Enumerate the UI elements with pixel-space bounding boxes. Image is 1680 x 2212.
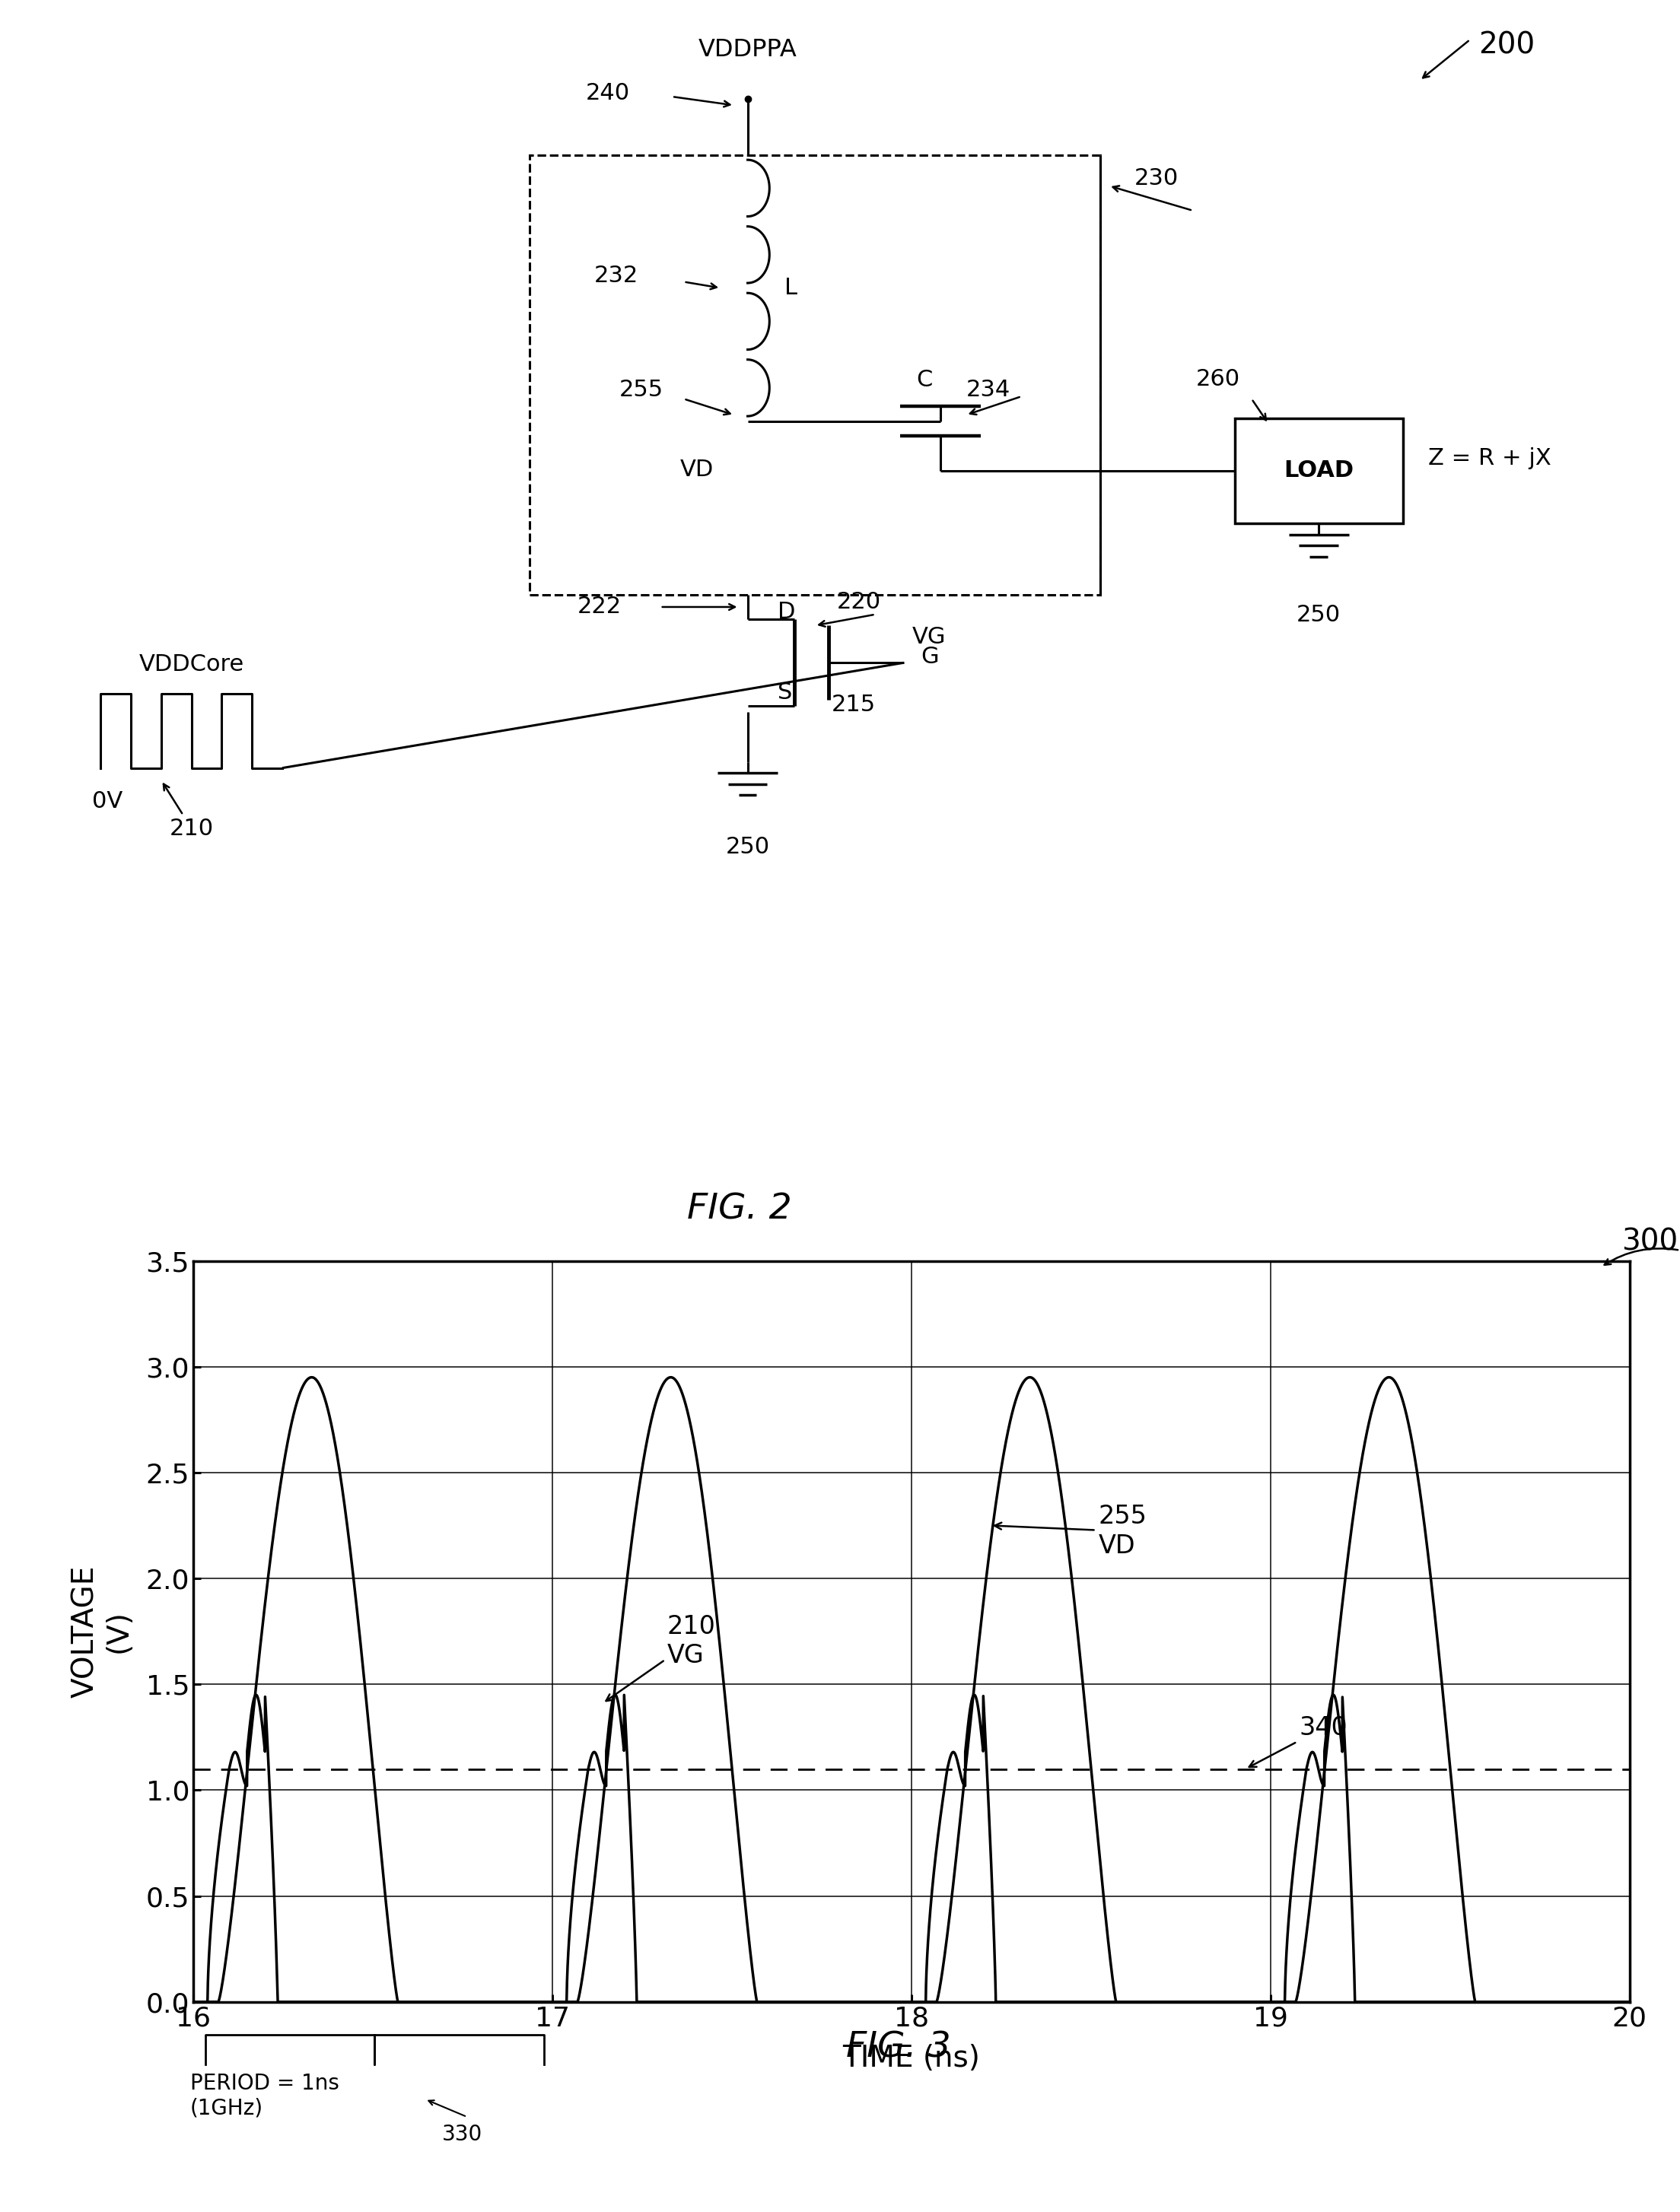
- Text: 234: 234: [966, 378, 1010, 400]
- Bar: [529, 155, 1100, 595]
- Text: C: C: [916, 369, 932, 392]
- Text: FIG. 3: FIG. 3: [847, 2031, 951, 2064]
- Text: 200: 200: [1478, 31, 1536, 60]
- Text: 222: 222: [578, 595, 622, 617]
- Text: FIG. 2: FIG. 2: [687, 1192, 791, 1225]
- Text: 215: 215: [832, 695, 875, 717]
- Y-axis label: VOLTAGE
(V): VOLTAGE (V): [71, 1566, 133, 1697]
- Text: 255
VD: 255 VD: [995, 1504, 1147, 1557]
- Text: Z = R + jX: Z = R + jX: [1428, 447, 1551, 469]
- Text: D: D: [778, 602, 796, 624]
- Text: 260: 260: [1196, 367, 1240, 389]
- Text: G: G: [921, 646, 939, 668]
- Text: PERIOD = 1ns
(1GHz): PERIOD = 1ns (1GHz): [190, 2073, 339, 2119]
- Text: 232: 232: [595, 265, 638, 288]
- Text: 340: 340: [1250, 1714, 1347, 1767]
- Text: 0V: 0V: [92, 790, 123, 812]
- Text: 250: 250: [726, 836, 769, 858]
- Text: 255: 255: [620, 378, 664, 400]
- Text: 250: 250: [1297, 604, 1341, 626]
- Text: LOAD: LOAD: [1284, 460, 1354, 482]
- Text: L: L: [785, 276, 798, 299]
- Text: 220: 220: [837, 591, 880, 613]
- Text: 210: 210: [170, 818, 213, 841]
- Text: 300: 300: [1621, 1228, 1678, 1256]
- Text: VDDPPA: VDDPPA: [699, 38, 796, 62]
- Text: 240: 240: [586, 82, 630, 104]
- Text: 210
VG: 210 VG: [606, 1615, 716, 1701]
- Bar: [1235, 418, 1403, 524]
- X-axis label: TIME (ns): TIME (ns): [843, 2044, 979, 2073]
- Text: VD: VD: [680, 458, 714, 480]
- Text: S: S: [778, 681, 793, 703]
- Text: VDDCore: VDDCore: [139, 653, 244, 675]
- Text: 330: 330: [442, 2124, 482, 2146]
- Text: VG: VG: [912, 626, 946, 648]
- Text: 230: 230: [1134, 168, 1178, 190]
